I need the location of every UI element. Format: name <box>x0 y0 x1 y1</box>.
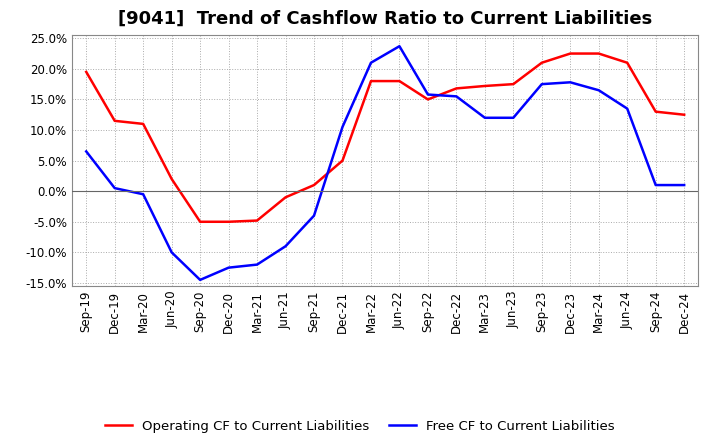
Free CF to Current Liabilities <box>338 125 347 130</box>
Operating CF to Current Liabilities <box>566 51 575 56</box>
Operating CF to Current Liabilities <box>423 97 432 102</box>
Operating CF to Current Liabilities <box>282 194 290 200</box>
Free CF to Current Liabilities <box>623 106 631 111</box>
Operating CF to Current Liabilities <box>338 158 347 163</box>
Operating CF to Current Liabilities <box>253 218 261 223</box>
Free CF to Current Liabilities <box>680 183 688 188</box>
Operating CF to Current Liabilities <box>680 112 688 117</box>
Operating CF to Current Liabilities <box>310 183 318 188</box>
Operating CF to Current Liabilities <box>452 86 461 91</box>
Free CF to Current Liabilities <box>167 250 176 255</box>
Free CF to Current Liabilities <box>225 265 233 270</box>
Free CF to Current Liabilities <box>423 92 432 97</box>
Free CF to Current Liabilities <box>509 115 518 121</box>
Free CF to Current Liabilities <box>110 186 119 191</box>
Operating CF to Current Liabilities <box>480 83 489 88</box>
Free CF to Current Liabilities <box>196 277 204 282</box>
Free CF to Current Liabilities <box>652 183 660 188</box>
Legend: Operating CF to Current Liabilities, Free CF to Current Liabilities: Operating CF to Current Liabilities, Fre… <box>100 414 620 438</box>
Free CF to Current Liabilities <box>82 149 91 154</box>
Free CF to Current Liabilities <box>537 81 546 87</box>
Line: Operating CF to Current Liabilities: Operating CF to Current Liabilities <box>86 54 684 222</box>
Operating CF to Current Liabilities <box>537 60 546 66</box>
Operating CF to Current Liabilities <box>395 78 404 84</box>
Free CF to Current Liabilities <box>139 191 148 197</box>
Operating CF to Current Liabilities <box>595 51 603 56</box>
Free CF to Current Liabilities <box>310 213 318 218</box>
Operating CF to Current Liabilities <box>196 219 204 224</box>
Free CF to Current Liabilities <box>480 115 489 121</box>
Free CF to Current Liabilities <box>395 44 404 49</box>
Title: [9041]  Trend of Cashflow Ratio to Current Liabilities: [9041] Trend of Cashflow Ratio to Curren… <box>118 10 652 28</box>
Free CF to Current Liabilities <box>282 244 290 249</box>
Operating CF to Current Liabilities <box>167 176 176 182</box>
Operating CF to Current Liabilities <box>225 219 233 224</box>
Free CF to Current Liabilities <box>452 94 461 99</box>
Free CF to Current Liabilities <box>253 262 261 267</box>
Operating CF to Current Liabilities <box>139 121 148 127</box>
Operating CF to Current Liabilities <box>110 118 119 124</box>
Operating CF to Current Liabilities <box>509 81 518 87</box>
Free CF to Current Liabilities <box>566 80 575 85</box>
Free CF to Current Liabilities <box>595 88 603 93</box>
Free CF to Current Liabilities <box>366 60 375 66</box>
Operating CF to Current Liabilities <box>82 69 91 74</box>
Line: Free CF to Current Liabilities: Free CF to Current Liabilities <box>86 46 684 280</box>
Operating CF to Current Liabilities <box>652 109 660 114</box>
Operating CF to Current Liabilities <box>366 78 375 84</box>
Operating CF to Current Liabilities <box>623 60 631 66</box>
